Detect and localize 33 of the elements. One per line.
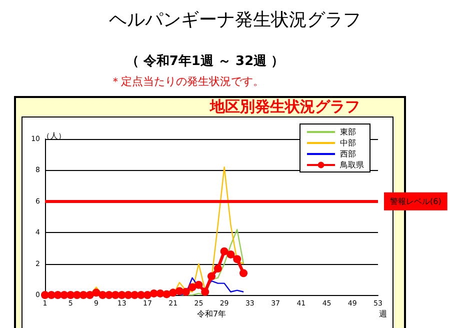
point xyxy=(182,288,190,296)
text: 週 xyxy=(379,310,387,318)
point xyxy=(73,291,82,299)
point xyxy=(233,255,242,264)
point xyxy=(111,291,120,299)
chart-title: ヘルパンギーナ発生状況グラフ xyxy=(109,10,361,30)
point xyxy=(169,288,178,297)
point xyxy=(86,291,94,299)
legend-label: 中部 xyxy=(340,138,356,148)
point xyxy=(105,291,114,299)
point xyxy=(98,291,107,299)
point xyxy=(194,280,203,289)
point xyxy=(214,264,222,272)
legend-label: 鳥取県 xyxy=(339,160,364,170)
point xyxy=(143,291,152,299)
point xyxy=(79,291,88,299)
point xyxy=(208,272,216,280)
point xyxy=(130,291,139,299)
point xyxy=(226,250,235,258)
legend-label: 西部 xyxy=(340,150,356,158)
text: 地区別発生状況グラフ xyxy=(209,98,360,116)
point xyxy=(220,247,228,256)
point xyxy=(175,287,184,296)
legend-label: 東部 xyxy=(340,128,356,136)
point xyxy=(240,269,248,278)
ref-line-label: 警報レベル(6) xyxy=(390,196,442,206)
point xyxy=(92,288,100,297)
point xyxy=(162,290,171,298)
x-axis-title: 令和7年 xyxy=(196,310,226,318)
point xyxy=(188,283,196,292)
text: ＊定点当たりの発生状況です。 xyxy=(110,75,264,88)
point xyxy=(201,288,210,296)
chart-subtitle: （ 令和7年1週 ～ 32週 ） xyxy=(126,53,284,69)
